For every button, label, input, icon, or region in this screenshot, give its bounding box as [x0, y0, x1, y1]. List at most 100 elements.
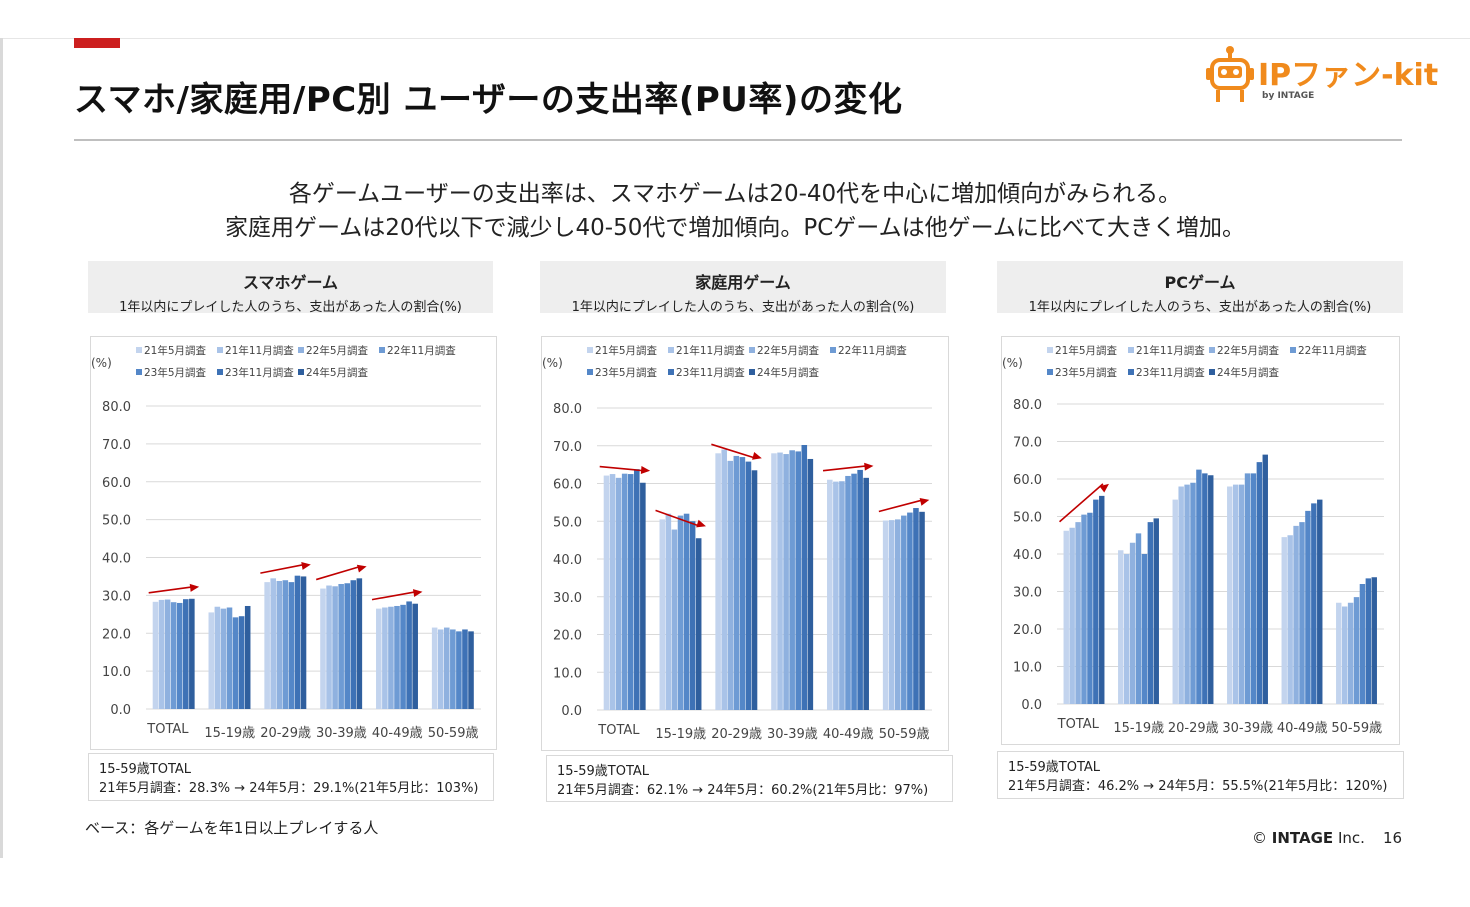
- legend-item: 21年5月調査: [595, 344, 658, 357]
- legend-item: 22年5月調査: [757, 344, 820, 357]
- panel-header-pc: PCゲーム 1年以内にプレイした人のうち、支出があった人の割合(%): [997, 261, 1403, 315]
- note-detail: 21年5月調査：46.2% → 24年5月：55.5%(21年5月比：120%): [1008, 779, 1388, 794]
- copyright-company: INTAGE: [1271, 829, 1334, 847]
- y-tick-label: 60.0: [553, 478, 582, 493]
- y-tick-label: 50.0: [1013, 511, 1042, 526]
- x-tick-label: TOTAL: [597, 723, 640, 738]
- y-tick-label: 50.0: [553, 515, 582, 530]
- bar: [214, 606, 221, 709]
- bar: [170, 602, 177, 709]
- legend-item: 22年5月調査: [1217, 344, 1280, 357]
- bar: [356, 578, 363, 709]
- bar: [839, 481, 845, 710]
- bar: [1353, 597, 1360, 704]
- trend-arrowhead: [752, 452, 762, 460]
- legend-swatch: [217, 369, 223, 375]
- bar: [771, 453, 777, 710]
- bar: [1093, 499, 1099, 704]
- bar: [845, 475, 851, 710]
- x-tick-label: 30-39歳: [767, 727, 818, 742]
- y-tick-label: 60.0: [1013, 473, 1042, 488]
- bar: [1256, 462, 1263, 704]
- bar: [1208, 475, 1214, 704]
- chart-box-smartphone: (%) 21年5月調査 21年11月調査 22年5月調査 22年11月調査 23年5月調査…: [90, 336, 497, 750]
- legend-swatch: [1128, 369, 1134, 375]
- note-console: 15-59歳TOTAL 21年5月調査：62.1% → 24年5月：60.2%(…: [546, 755, 953, 802]
- bar: [695, 538, 702, 710]
- bar: [320, 588, 326, 709]
- bar: [1299, 522, 1305, 704]
- bar: [338, 584, 344, 709]
- bar: [1135, 533, 1142, 704]
- x-tick-label: TOTAL: [1057, 717, 1100, 732]
- trend-arrowhead: [301, 562, 311, 570]
- bar: [437, 629, 444, 709]
- bar: [1250, 473, 1257, 704]
- bar: [913, 508, 919, 710]
- bar: [795, 451, 802, 710]
- bar: [176, 602, 183, 709]
- bar: [232, 617, 239, 709]
- bar: [208, 612, 215, 709]
- bar: [627, 474, 634, 710]
- legend-item: 22年11月調査: [838, 344, 907, 357]
- bar: [412, 603, 418, 709]
- bar: [907, 512, 913, 710]
- panel-header-console: 家庭用ゲーム 1年以内にプレイした人のうち、支出があった人の割合(%): [540, 261, 946, 315]
- chart-console: (%) 21年5月調査 21年11月調査 22年5月調査 22年11月調査 23年5月調査…: [542, 344, 932, 742]
- copyright: © INTAGE Inc.: [1252, 829, 1365, 847]
- note-detail: 21年5月調査：62.1% → 24年5月：60.2%(21年5月比：97%): [557, 783, 929, 798]
- x-tick-label: 40-49歳: [372, 726, 423, 741]
- y-tick-label: 40.0: [553, 553, 582, 568]
- bar: [1244, 473, 1251, 704]
- legend-item: 24年5月調査: [757, 366, 820, 379]
- bar: [183, 599, 189, 709]
- bar: [640, 482, 646, 710]
- legend-item: 22年11月調査: [387, 344, 456, 357]
- legend-item: 24年5月調査: [1217, 366, 1280, 379]
- note-smartphone: 15-59歳TOTAL 21年5月調査：28.3% → 24年5月：29.1%(…: [88, 753, 494, 801]
- bar: [689, 521, 696, 710]
- x-tick-label: 40-49歳: [823, 727, 874, 742]
- left-border: [0, 38, 3, 858]
- x-tick-label: 15-19歳: [1113, 721, 1164, 736]
- page-number: 16: [1383, 829, 1403, 847]
- accent-bar: [74, 38, 120, 48]
- trend-arrowhead: [640, 466, 651, 474]
- panel-subtitle: 1年以内にプレイした人のうち、支出があった人の割合(%): [571, 300, 915, 315]
- bar: [400, 604, 406, 709]
- legend-swatch: [1047, 347, 1053, 353]
- logo-text: IPファン-kit: [1258, 58, 1439, 93]
- bar: [615, 477, 622, 710]
- bar: [1287, 535, 1293, 704]
- bar: [1238, 484, 1245, 704]
- legend-swatch: [1209, 369, 1215, 375]
- bar: [1311, 503, 1317, 704]
- note-detail: 21年5月調査：28.3% → 24年5月：29.1%(21年5月比：103%): [99, 781, 479, 796]
- legend-item: 24年5月調査: [306, 366, 369, 379]
- legend-swatch: [1209, 347, 1215, 353]
- bar: [677, 515, 684, 710]
- trend-arrow: [599, 465, 645, 472]
- bar: [1365, 578, 1372, 704]
- panel-subtitle: 1年以内にプレイした人のうち、支出があった人の割合(%): [1028, 300, 1372, 315]
- legend-item: 21年5月調査: [1055, 344, 1118, 357]
- legend-item: 23年5月調査: [1055, 366, 1118, 379]
- chart-pc: (%) 21年5月調査 21年11月調査 22年5月調査 22年11月調査 23年5月調査…: [1002, 344, 1384, 736]
- bar: [226, 607, 233, 709]
- brand-logo: IPファン-kit by INTAGE: [1204, 44, 1438, 110]
- bar: [152, 601, 159, 709]
- bar: [745, 461, 752, 710]
- legend-item: 23年5月調査: [144, 366, 207, 379]
- y-tick-label: 20.0: [553, 629, 582, 644]
- x-tick-label: 20-29歳: [1168, 721, 1219, 736]
- bar: [777, 452, 783, 710]
- trend-arrow: [711, 443, 757, 460]
- x-tick-label: 50-59歳: [1331, 721, 1382, 736]
- legend-swatch: [749, 369, 755, 375]
- trend-arrow: [655, 509, 701, 527]
- bar: [1317, 499, 1323, 704]
- bar: [1153, 518, 1159, 704]
- bar: [1371, 577, 1377, 704]
- bar: [276, 580, 283, 709]
